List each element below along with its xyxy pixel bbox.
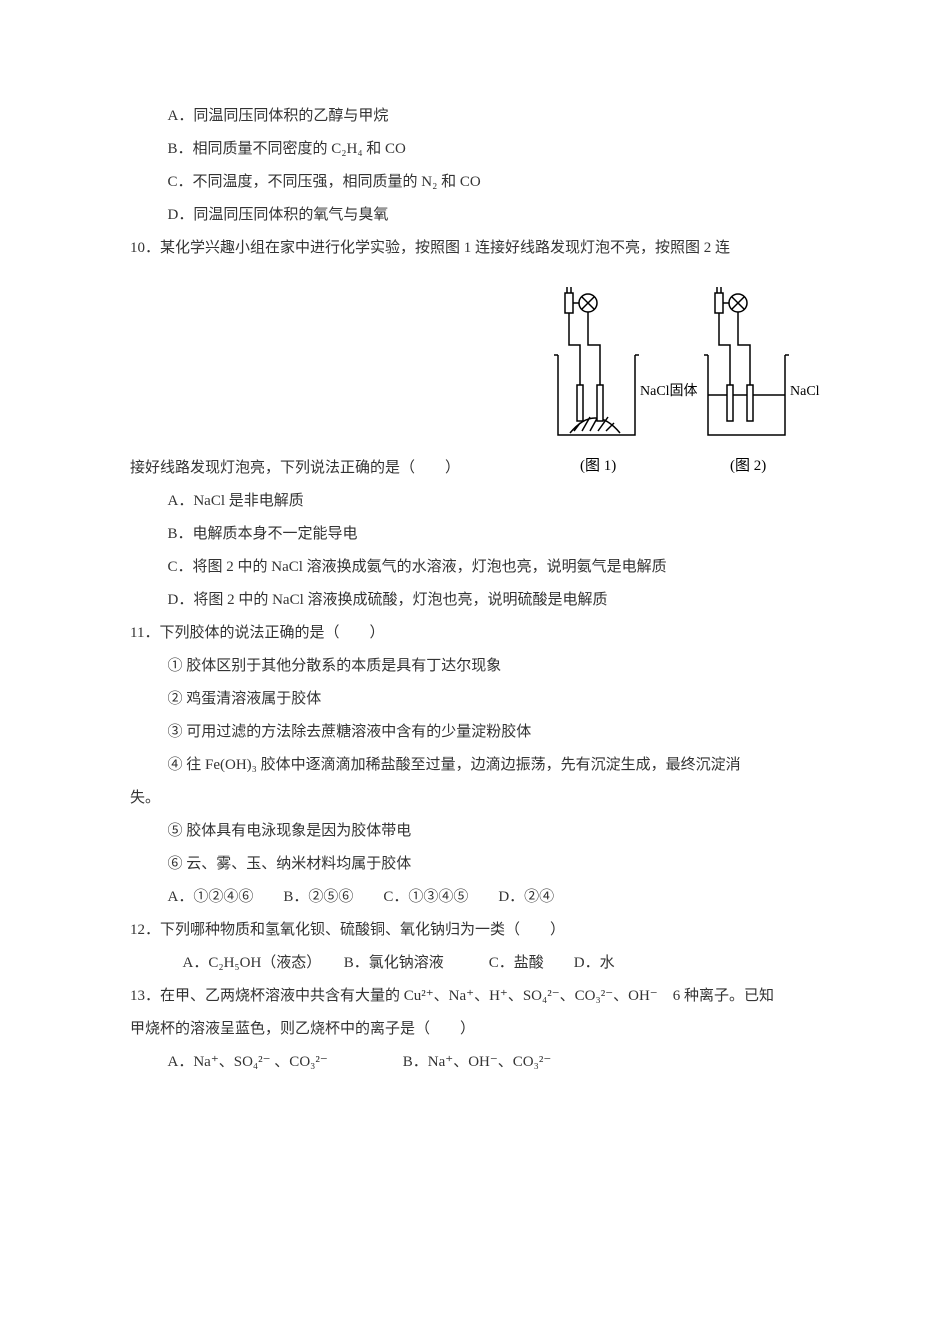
q11-item-6: ⑥ 云、雾、玉、纳米材料均属于胶体: [130, 848, 820, 881]
fig-label-2: NaCl溶液: [790, 383, 820, 399]
q10-figure: NaCl固体 (图 1): [530, 265, 820, 485]
q11-item-4: ④ 往 Fe(OH)₃ 胶体中逐滴滴加稀盐酸至过量，边滴边振荡，先有沉淀生成，最…: [130, 749, 820, 782]
q11-item-3: ③ 可用过滤的方法除去蔗糖溶液中含有的少量淀粉胶体: [130, 716, 820, 749]
q11-item-2: ② 鸡蛋清溶液属于胶体: [130, 683, 820, 716]
q13-stem-line1: 13．在甲、乙两烧杯溶液中共含有大量的 Cu²⁺、Na⁺、H⁺、SO₄²⁻、CO…: [130, 980, 820, 1013]
q9-option-a: A．同温同压同体积的乙醇与甲烷: [130, 100, 820, 133]
q10-option-c: C．将图 2 中的 NaCl 溶液换成氨气的水溶液，灯泡也亮，说明氨气是电解质: [130, 551, 820, 584]
q12-stem: 12．下列哪种物质和氢氧化钡、硫酸铜、氧化钠归为一类（ ）: [130, 914, 820, 947]
exam-page: A．同温同压同体积的乙醇与甲烷 B．相同质量不同密度的 C₂H₄ 和 CO C．…: [0, 0, 950, 1139]
q13-stem-line2: 甲烧杯的溶液呈蓝色，则乙烧杯中的离子是（ ）: [130, 1013, 820, 1046]
fig-caption-1: (图 1): [580, 457, 616, 474]
q10-stem-pre: 10．某化学兴趣小组在家中进行化学实验，按照图 1 连接好线路发现灯泡不亮，按照…: [130, 232, 820, 265]
q13-options: A．Na⁺、SO₄²⁻ 、CO₃²⁻ B．Na⁺、OH⁻、CO₃²⁻: [130, 1046, 820, 1079]
q11-options: A．①②④⑥ B．②⑤⑥ C．①③④⑤ D．②④: [130, 881, 820, 914]
q10-option-a: A．NaCl 是非电解质: [130, 485, 820, 518]
q9-option-d: D．同温同压同体积的氧气与臭氧: [130, 199, 820, 232]
q10-figure-row: 接好线路发现灯泡亮，下列说法正确的是（ ）: [130, 265, 820, 485]
q10-option-b: B．电解质本身不一定能导电: [130, 518, 820, 551]
q10-option-d: D．将图 2 中的 NaCl 溶液换成硫酸，灯泡也亮，说明硫酸是电解质: [130, 584, 820, 617]
q11-stem: 11．下列胶体的说法正确的是（ ）: [130, 617, 820, 650]
q12-options: A．C₂H₅OH（液态） B．氯化钠溶液 C．盐酸 D．水: [130, 947, 820, 980]
q9-option-c: C．不同温度，不同压强，相同质量的 N₂ 和 CO: [130, 166, 820, 199]
q9-option-b: B．相同质量不同密度的 C₂H₄ 和 CO: [130, 133, 820, 166]
fig-caption-2: (图 2): [730, 457, 766, 474]
q10-stem-post: 接好线路发现灯泡亮，下列说法正确的是（ ）: [130, 452, 530, 485]
q11-item-4b: 失。: [130, 782, 820, 815]
q11-item-1: ① 胶体区别于其他分散系的本质是具有丁达尔现象: [130, 650, 820, 683]
fig-label-1: NaCl固体: [640, 383, 698, 399]
q11-item-5: ⑤ 胶体具有电泳现象是因为胶体带电: [130, 815, 820, 848]
